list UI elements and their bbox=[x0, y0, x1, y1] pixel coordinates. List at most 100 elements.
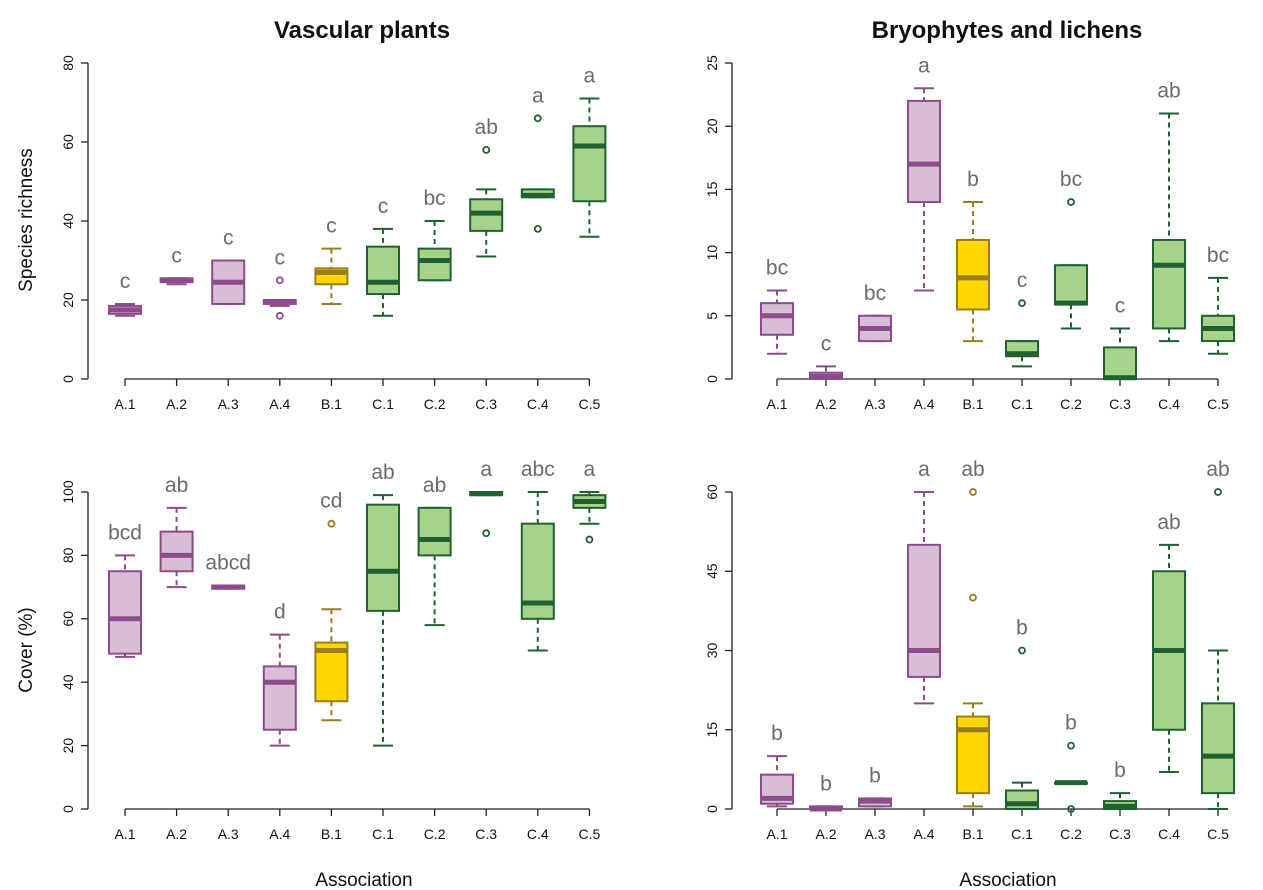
x-tick-label: C.2 bbox=[1060, 396, 1082, 412]
box-C.4: ab bbox=[1152, 511, 1186, 774]
box-A.3: c bbox=[211, 227, 246, 305]
outlier-point bbox=[1018, 646, 1026, 655]
outlier-point bbox=[1067, 741, 1075, 750]
significance-letter: ab bbox=[1206, 458, 1229, 481]
box-C.3: c bbox=[1103, 294, 1137, 381]
box-C.1: b bbox=[1005, 617, 1039, 811]
y-tick-label: 100 bbox=[60, 480, 76, 504]
x-tick-label: A.4 bbox=[269, 826, 290, 842]
significance-letter: ab bbox=[1157, 511, 1180, 534]
box-C.2: bc bbox=[1054, 168, 1088, 330]
x-tick-label: C.3 bbox=[475, 826, 497, 842]
x-tick-label: C.4 bbox=[1158, 396, 1180, 412]
box-C.5: a bbox=[572, 65, 607, 238]
outlier-point bbox=[533, 224, 542, 233]
x-tick-label: A.4 bbox=[913, 396, 934, 412]
significance-letter: c bbox=[378, 195, 389, 218]
significance-letter: cd bbox=[320, 490, 342, 513]
box-A.3: bc bbox=[858, 282, 892, 343]
x-tick-label: C.5 bbox=[1207, 826, 1229, 842]
box-rect bbox=[1054, 264, 1088, 306]
box-C.4: ab bbox=[1152, 80, 1186, 343]
x-tick-label: C.5 bbox=[1207, 396, 1229, 412]
x-tick-label: A.3 bbox=[864, 396, 885, 412]
significance-letter: b bbox=[771, 722, 783, 745]
significance-letter: a bbox=[584, 458, 596, 481]
significance-letter: bc bbox=[766, 257, 788, 280]
significance-letter: b bbox=[967, 168, 979, 191]
x-tick-label: C.5 bbox=[579, 396, 601, 412]
significance-letter: bc bbox=[1060, 168, 1082, 191]
box-A.1: bcd bbox=[108, 521, 142, 658]
significance-letter: c bbox=[1017, 269, 1028, 292]
y-tick-label: 0 bbox=[704, 375, 720, 383]
box-B.1: b bbox=[956, 168, 990, 343]
box-A.4: a bbox=[907, 54, 941, 292]
box-rect bbox=[366, 503, 400, 612]
box-A.4: c bbox=[262, 246, 297, 320]
significance-letter: a bbox=[584, 65, 596, 88]
box-C.5: ab bbox=[1201, 458, 1235, 810]
significance-letter: ab bbox=[1157, 80, 1180, 103]
box-A.2: ab bbox=[159, 474, 194, 589]
x-tick-label: C.3 bbox=[1109, 826, 1131, 842]
y-tick-label: 15 bbox=[704, 181, 720, 197]
box-rect bbox=[572, 125, 607, 203]
x-axis-label-left: Association bbox=[315, 870, 412, 890]
outlier-point bbox=[1214, 488, 1222, 496]
significance-letter: b bbox=[1114, 759, 1126, 782]
y-tick-label: 0 bbox=[704, 805, 720, 813]
significance-letter: a bbox=[918, 458, 930, 481]
box-rect bbox=[262, 665, 297, 731]
box-rect bbox=[1103, 346, 1137, 380]
box-rect bbox=[907, 543, 941, 678]
x-tick-label: A.2 bbox=[166, 396, 187, 412]
y-tick-label: 30 bbox=[704, 643, 720, 659]
x-tick-label: C.1 bbox=[372, 826, 394, 842]
box-A.2: c bbox=[159, 244, 194, 286]
y-tick-label: 40 bbox=[60, 213, 76, 229]
box-A.1: bc bbox=[760, 257, 794, 355]
significance-letter: b bbox=[869, 764, 881, 787]
outlier-point bbox=[275, 311, 284, 320]
x-axis-label-right: Association bbox=[959, 870, 1056, 890]
box-rect bbox=[366, 245, 400, 296]
box-A.3: b bbox=[858, 764, 892, 808]
y-tick-label: 80 bbox=[60, 55, 76, 71]
panel-vascular-cover: 0 20 40 60 80 100 A.1 A.2 A.3 A.4 B.1 C.1 C.2 C.3 C.4 C… bbox=[60, 458, 607, 842]
significance-letter: c bbox=[1115, 294, 1126, 317]
y-tick-label: 20 bbox=[704, 118, 720, 134]
significance-letter: abc bbox=[521, 458, 555, 481]
box-C.2: ab bbox=[417, 474, 452, 627]
box-A.2: b bbox=[809, 772, 843, 812]
y-tick-label: 15 bbox=[704, 722, 720, 738]
x-tick-label: A.1 bbox=[766, 826, 787, 842]
y-tick-label: 5 bbox=[704, 312, 720, 320]
x-tick-label: A.4 bbox=[269, 396, 290, 412]
box-C.3: b bbox=[1103, 759, 1137, 811]
significance-letter: a bbox=[480, 458, 492, 481]
y-tick-label: 60 bbox=[60, 134, 76, 150]
outlier-point bbox=[1018, 299, 1026, 308]
significance-letter: ab bbox=[961, 458, 984, 481]
y-tick-label: 80 bbox=[60, 547, 76, 563]
box-rect bbox=[956, 238, 990, 311]
x-tick-label: C.1 bbox=[1011, 826, 1033, 842]
outlier-point bbox=[1067, 805, 1075, 813]
box-A.1: b bbox=[760, 722, 794, 808]
box-C.3: ab bbox=[469, 116, 504, 258]
x-tick-label: C.1 bbox=[1011, 396, 1033, 412]
x-tick-label: C.4 bbox=[1158, 826, 1180, 842]
panel-bryophytes-cover: 0 15 30 45 60 A.1 A.2 A.3 A.4 B.1 C.1 C.2 C.3 C.4 C.5 b… bbox=[704, 458, 1235, 842]
significance-letter: abcd bbox=[205, 552, 251, 575]
x-tick-label: A.3 bbox=[218, 396, 239, 412]
x-tick-label: A.3 bbox=[218, 826, 239, 842]
box-A.3: abcd bbox=[205, 552, 251, 590]
x-tick-label: C.2 bbox=[424, 396, 446, 412]
y-tick-label: 0 bbox=[60, 805, 76, 813]
x-tick-label: A.1 bbox=[114, 396, 135, 412]
box-C.1: c bbox=[1005, 269, 1039, 368]
x-tick-label: C.4 bbox=[527, 826, 549, 842]
box-C.4: abc bbox=[520, 458, 555, 652]
